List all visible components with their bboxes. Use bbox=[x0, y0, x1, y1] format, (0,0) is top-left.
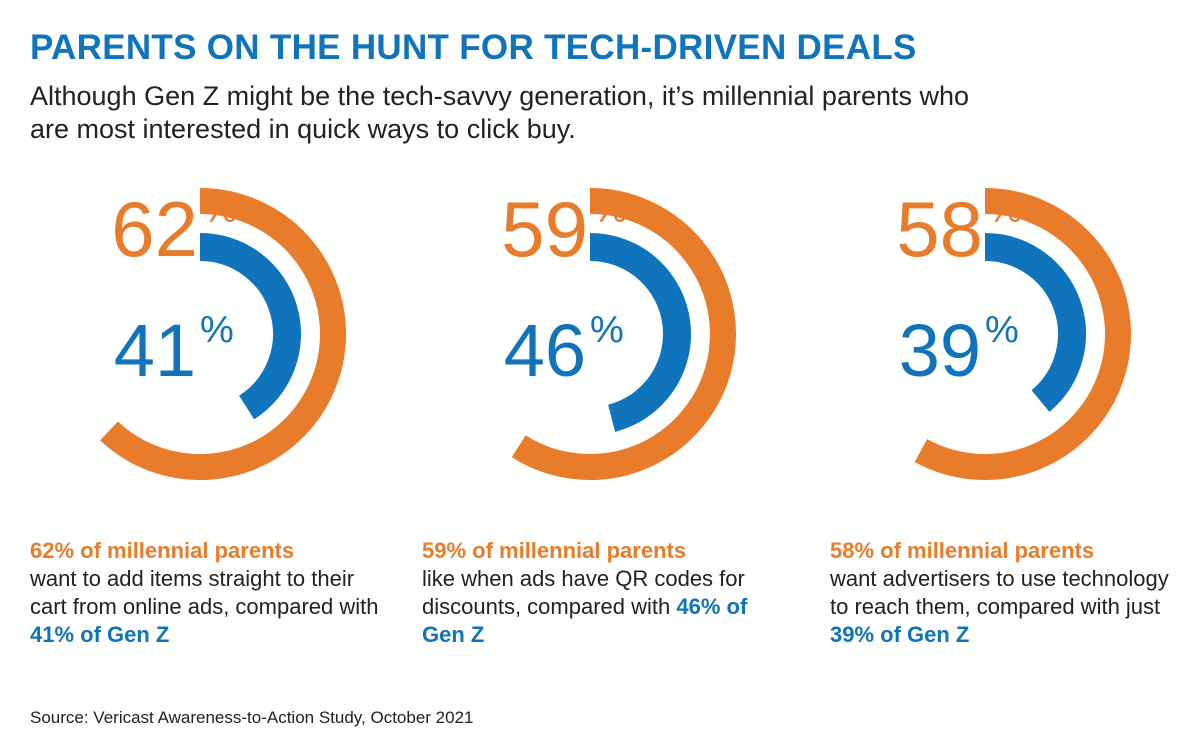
stat-description-1: 62% of millennial parents want to add it… bbox=[30, 537, 390, 649]
unit-label-genz-2: % bbox=[590, 309, 624, 351]
value-label-genz-1: 41 bbox=[114, 309, 196, 392]
stat-description-2: 59% of millennial parents like when ads … bbox=[422, 537, 782, 649]
arc-millennial-3 bbox=[914, 188, 1131, 480]
value-label-millennial-1: 62 bbox=[111, 185, 198, 273]
arc-millennial-1 bbox=[100, 188, 346, 480]
stat-lead-3: 58% of millennial parents bbox=[830, 538, 1095, 563]
value-label-millennial-3: 58 bbox=[896, 185, 983, 273]
radial-chart-2: 59 %46% bbox=[501, 185, 736, 480]
stat-lead-1: 62% of millennial parents bbox=[30, 538, 295, 563]
page-subtitle: Although Gen Z might be the tech-savvy g… bbox=[30, 81, 970, 144]
value-label-genz-2: 46 bbox=[504, 309, 586, 392]
stat-body-3: want advertisers to use technology to re… bbox=[830, 566, 1169, 619]
stat-tail-3: 39% of Gen Z bbox=[830, 622, 970, 647]
stat-tail-2: 46% of Gen Z bbox=[422, 594, 748, 647]
unit-label-millennial-3: % bbox=[987, 187, 1023, 231]
stat-body-1: want to add items straight to their cart… bbox=[30, 566, 379, 619]
radial-charts: 62 %41 %59 %46 %58 %39% bbox=[100, 185, 1131, 480]
unit-label-genz-3: % bbox=[985, 309, 1019, 351]
arc-millennial-2 bbox=[511, 188, 736, 480]
stat-lead-2: 59% of millennial parents bbox=[422, 538, 687, 563]
source-note: Source: Vericast Awareness-to-Action Stu… bbox=[30, 708, 474, 727]
unit-label-millennial-1: % bbox=[202, 187, 238, 231]
arc-genz-2 bbox=[589, 233, 692, 432]
arc-genz-3 bbox=[984, 233, 1086, 412]
unit-label-genz-1: % bbox=[200, 309, 234, 351]
radial-chart-3: 58 %39% bbox=[896, 185, 1131, 480]
stat-body-2: like when ads have QR codes for discount… bbox=[422, 566, 745, 619]
value-label-genz-3: 39 bbox=[899, 309, 981, 392]
value-label-millennial-2: 59 bbox=[501, 185, 588, 273]
radial-chart-1: 62 %41% bbox=[100, 185, 346, 480]
stat-description-3: 58% of millennial parents want advertise… bbox=[830, 537, 1190, 649]
page-title: PARENTS ON THE HUNT FOR TECH-DRIVEN DEAL… bbox=[30, 28, 917, 67]
unit-label-millennial-2: % bbox=[592, 187, 628, 231]
stat-tail-1: 41% of Gen Z bbox=[30, 622, 170, 647]
arc-genz-1 bbox=[199, 233, 301, 420]
